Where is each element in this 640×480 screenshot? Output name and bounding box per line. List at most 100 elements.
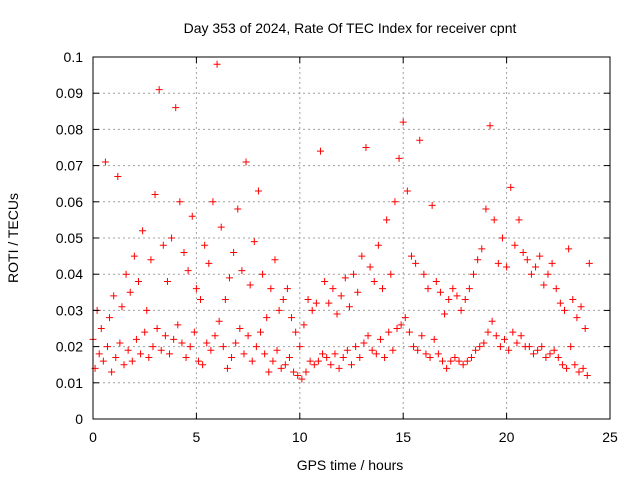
data-point (319, 350, 327, 358)
data-point (257, 328, 265, 336)
data-point (561, 306, 569, 314)
data-point (211, 332, 219, 340)
data-point (436, 288, 444, 296)
data-point (372, 350, 380, 358)
data-point (302, 368, 310, 376)
data-point (230, 248, 238, 256)
data-point (488, 317, 496, 325)
data-point (279, 296, 287, 304)
data-point (246, 281, 254, 289)
data-point (534, 346, 542, 354)
data-point (395, 154, 403, 162)
data-point (252, 343, 260, 351)
data-point (269, 357, 277, 365)
data-point (145, 353, 153, 361)
data-point (399, 118, 407, 126)
data-point (383, 216, 391, 224)
data-point (381, 353, 389, 361)
data-point (577, 303, 585, 311)
data-point (203, 339, 211, 347)
data-point (120, 361, 128, 369)
data-point (585, 259, 593, 267)
data-point (199, 361, 207, 369)
data-point (300, 321, 308, 329)
data-point (110, 292, 118, 300)
data-point (225, 274, 233, 282)
y-tick-label: 0.02 (56, 339, 83, 355)
data-point (438, 357, 446, 365)
data-point (401, 314, 409, 322)
data-point (124, 346, 132, 354)
data-point (314, 357, 322, 365)
data-point (122, 270, 130, 278)
data-point (188, 212, 196, 220)
data-point (567, 343, 575, 351)
data-points (89, 60, 593, 383)
data-point (261, 350, 269, 358)
data-point (201, 241, 209, 249)
data-point (360, 339, 368, 347)
data-point (364, 332, 372, 340)
data-point (267, 285, 275, 293)
data-point (556, 299, 564, 307)
data-point (288, 314, 296, 322)
data-point (242, 158, 250, 166)
data-point (103, 343, 111, 351)
data-point (106, 314, 114, 322)
data-point (265, 368, 273, 376)
data-point (492, 332, 500, 340)
y-tick-label: 0.08 (56, 121, 83, 137)
data-point (333, 310, 341, 318)
data-point (569, 296, 577, 304)
x-tick-label: 0 (89, 429, 97, 445)
data-point (95, 350, 103, 358)
data-point (170, 335, 178, 343)
data-point (501, 335, 509, 343)
data-point (385, 328, 393, 336)
data-point (366, 263, 374, 271)
data-point (149, 343, 157, 351)
data-point (376, 335, 384, 343)
data-point (178, 339, 186, 347)
data-point (517, 332, 525, 340)
data-point (304, 296, 312, 304)
data-point (194, 357, 202, 365)
data-point (163, 277, 171, 285)
data-point (186, 343, 194, 351)
data-point (99, 357, 107, 365)
data-point (128, 357, 136, 365)
data-point (558, 361, 566, 369)
data-point (529, 350, 537, 358)
data-point (467, 353, 475, 361)
data-point (490, 216, 498, 224)
data-point (217, 223, 225, 231)
data-point (244, 332, 252, 340)
data-point (354, 288, 362, 296)
data-point (410, 343, 418, 351)
data-point (513, 339, 521, 347)
data-point (219, 343, 227, 351)
data-point (254, 187, 262, 195)
data-point (418, 332, 426, 340)
data-point (228, 353, 236, 361)
data-point (296, 343, 304, 351)
data-point (548, 259, 556, 267)
data-point (459, 361, 467, 369)
data-point (403, 187, 411, 195)
data-point (137, 350, 145, 358)
data-point (538, 343, 546, 351)
data-point (563, 364, 571, 372)
data-point (478, 245, 486, 253)
data-point (236, 325, 244, 332)
data-point (101, 158, 109, 166)
data-point (542, 353, 550, 361)
data-point (157, 346, 165, 354)
data-point (482, 205, 490, 213)
data-point (434, 350, 442, 358)
x-tick-label: 10 (292, 429, 308, 445)
data-point (248, 357, 256, 365)
data-point (453, 292, 461, 300)
x-tick-label: 25 (602, 429, 618, 445)
data-point (114, 172, 122, 180)
data-point (283, 285, 291, 293)
